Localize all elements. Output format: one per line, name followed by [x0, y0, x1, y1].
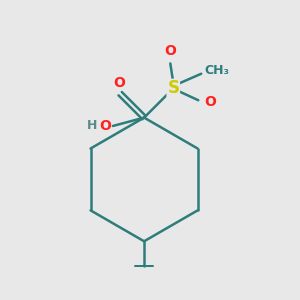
Text: H: H [87, 119, 98, 133]
Text: CH₃: CH₃ [204, 64, 229, 77]
Text: O: O [204, 95, 216, 109]
Text: O: O [100, 119, 111, 133]
Text: O: O [164, 44, 176, 58]
Text: O: O [113, 76, 124, 90]
Text: S: S [167, 80, 179, 98]
